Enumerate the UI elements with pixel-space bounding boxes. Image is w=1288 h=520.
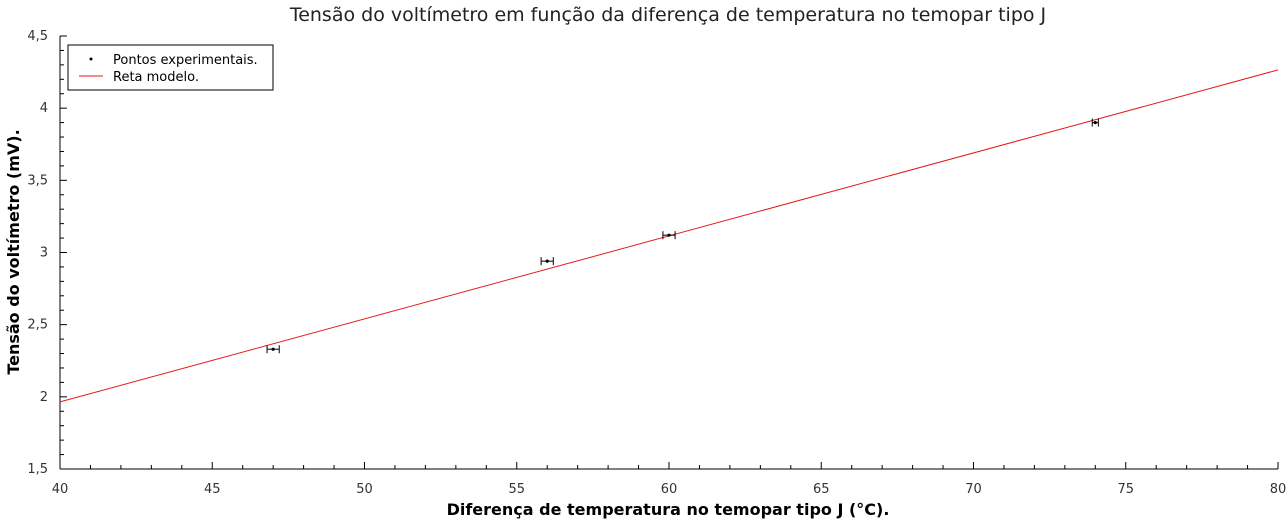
y-tick-label: 2,5 (27, 318, 48, 333)
x-tick-label: 70 (965, 482, 982, 497)
chart-title: Tensão do voltímetro em função da difere… (289, 4, 1046, 26)
y-tick-label: 2 (40, 390, 48, 405)
x-tick-label: 50 (356, 482, 373, 497)
x-tick-label: 40 (52, 482, 69, 497)
y-tick-label: 1,5 (27, 462, 48, 477)
legend-box (67, 44, 274, 91)
legend-marker-points (89, 57, 93, 61)
x-axis-title: Diferença de temperatura no temopar tipo… (447, 500, 890, 519)
legend: Pontos experimentais. Reta modelo. (67, 44, 274, 91)
series-layer (59, 69, 1279, 403)
legend-label-line: Reta modelo. (113, 70, 199, 85)
data-point (545, 259, 549, 263)
y-tick-label: 3 (40, 246, 48, 261)
x-tick-label: 45 (204, 482, 221, 497)
x-tick-label: 65 (813, 482, 830, 497)
y-tick-label: 3,5 (27, 173, 48, 188)
y-tick-label: 4 (40, 101, 48, 116)
x-tick-label: 55 (508, 482, 525, 497)
data-point (667, 233, 671, 237)
y-axis-title: Tensão do voltímetro (mV). (4, 129, 23, 374)
data-point (1093, 121, 1097, 125)
data-point (271, 347, 275, 351)
y-tick-label: 4,5 (27, 29, 48, 44)
legend-label-points: Pontos experimentais. (113, 53, 258, 68)
axes: 40 45 50 55 60 65 70 75 80 1,5 2 2,5 3 3,5 4 4,5 (27, 29, 1286, 497)
x-tick-label: 75 (1117, 482, 1134, 497)
x-tick-label: 80 (1270, 482, 1287, 497)
x-tick-label: 60 (661, 482, 678, 497)
